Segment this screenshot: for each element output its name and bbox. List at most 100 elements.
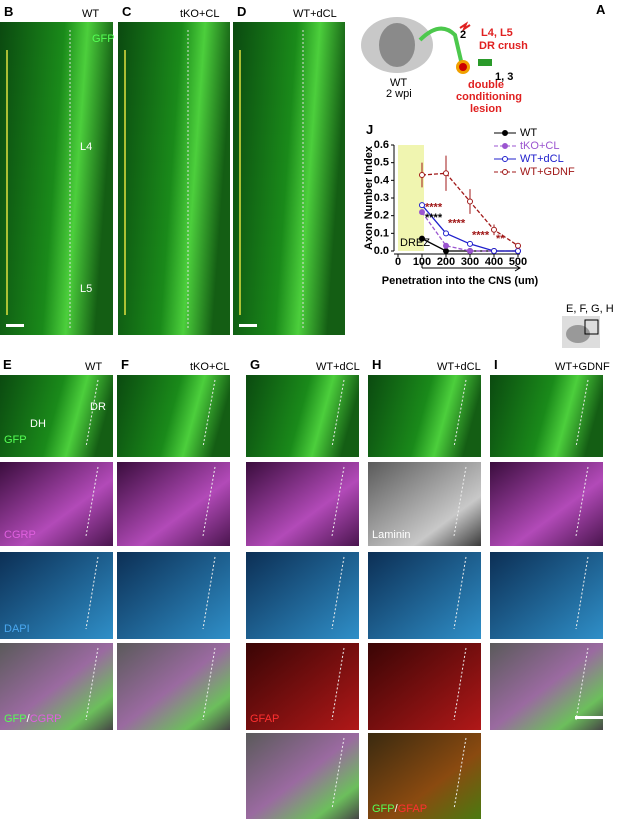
- legend-label: WT: [520, 127, 537, 139]
- legend-marker: [502, 169, 508, 175]
- point: [419, 209, 425, 216]
- guide-line: [331, 647, 345, 721]
- legend-label: WT+GDNF: [520, 166, 575, 178]
- panel-letter: B: [4, 4, 13, 19]
- label: GFP: [4, 434, 27, 446]
- micrograph: [368, 552, 481, 639]
- label: WT+dCL: [293, 8, 337, 20]
- micrograph: [490, 462, 603, 546]
- label: WT: [82, 8, 99, 20]
- micrograph: [117, 462, 230, 546]
- region-label: DREZ: [400, 237, 430, 249]
- legend-label: WT+dCL: [520, 153, 564, 165]
- label: WT+dCL: [437, 361, 481, 373]
- micrograph: [368, 375, 481, 457]
- guide-line: [202, 379, 216, 448]
- significance: ****: [448, 217, 466, 229]
- panel-letter: C: [122, 4, 132, 19]
- guide-line: [453, 556, 467, 630]
- label: WT: [390, 77, 407, 89]
- label: DR: [90, 401, 106, 413]
- micrograph: [490, 552, 603, 639]
- label: GFP/GFAP: [372, 803, 427, 815]
- point: [443, 170, 449, 177]
- spinal-cord-drawing: [361, 17, 492, 74]
- significance: ****: [472, 230, 490, 242]
- guide-line: [331, 737, 345, 810]
- inset-drawing: [562, 316, 600, 348]
- x-tick-label: 200: [437, 256, 455, 268]
- y-tick-label: 0.4: [374, 174, 390, 186]
- micrograph: [246, 462, 359, 546]
- scale-bar: [575, 716, 611, 719]
- axis-arrow: [421, 262, 521, 272]
- guide-line: [453, 379, 467, 448]
- guide-line: [202, 556, 216, 630]
- label: CGRP: [4, 529, 36, 541]
- x-axis-title: Penetration into the CNS (um): [382, 275, 539, 287]
- micrograph: [117, 643, 230, 730]
- y-tick-label: 0.0: [374, 245, 389, 257]
- x-tick-label: 500: [509, 256, 527, 268]
- label: WT+GDNF: [555, 361, 610, 373]
- micrograph: [0, 22, 113, 335]
- micrograph: [246, 733, 359, 819]
- panel-letter: H: [372, 357, 381, 372]
- panel-letter: I: [494, 357, 498, 372]
- y-tick-label: 0.6: [374, 139, 389, 151]
- label: 1, 3: [495, 71, 513, 83]
- micrograph: [0, 552, 113, 639]
- label: WT+dCL: [316, 361, 360, 373]
- micrograph: [368, 733, 481, 819]
- micrograph: [117, 375, 230, 457]
- label: double: [468, 79, 504, 91]
- guide-line: [85, 379, 99, 448]
- point: [419, 235, 425, 242]
- micrograph: [490, 375, 603, 457]
- scale-bar: [239, 324, 257, 327]
- point: [419, 202, 425, 209]
- guide-line: [331, 556, 345, 630]
- micrograph: [490, 643, 603, 730]
- point: [491, 226, 497, 233]
- micrograph: [118, 22, 230, 335]
- guide-line: [85, 647, 99, 721]
- scale-bar: [6, 324, 24, 327]
- point: [443, 242, 449, 249]
- significance: ****: [425, 212, 443, 224]
- legend-label: tKO+CL: [520, 140, 559, 152]
- label: GFP: [92, 33, 115, 45]
- label: 2: [460, 29, 466, 41]
- panel-letter: E: [3, 357, 12, 372]
- legend-marker: [502, 130, 508, 136]
- micrograph: [246, 552, 359, 639]
- y-tick-label: 0.3: [374, 192, 389, 204]
- point: [491, 248, 497, 254]
- guide-line: [85, 556, 99, 630]
- legend-marker: [502, 143, 508, 149]
- y-tick-label: 0.2: [374, 210, 389, 222]
- guide-line: [575, 647, 589, 721]
- micrograph: [117, 552, 230, 639]
- panel-letter: A: [596, 2, 606, 17]
- label: tKO+CL: [190, 361, 229, 373]
- y-tick-label: 0.5: [374, 157, 389, 169]
- x-tick-label: 400: [485, 256, 503, 268]
- micrograph: [0, 643, 113, 730]
- panel-letter: F: [121, 357, 129, 372]
- micrograph: [368, 462, 481, 546]
- label: DH: [30, 418, 46, 430]
- micrograph: [368, 643, 481, 730]
- label: L4: [80, 141, 92, 153]
- label: Laminin: [372, 529, 411, 541]
- micrograph: [246, 643, 359, 730]
- label: DAPI: [4, 623, 30, 635]
- point: [419, 172, 425, 179]
- significance: **: [496, 233, 505, 245]
- label: L5: [80, 283, 92, 295]
- guide-line: [575, 379, 589, 448]
- y-axis-title: Axon Number Index: [363, 145, 375, 250]
- label: conditioning: [456, 91, 522, 103]
- y-tick-label: 0.1: [374, 227, 389, 239]
- guide-line: [453, 737, 467, 810]
